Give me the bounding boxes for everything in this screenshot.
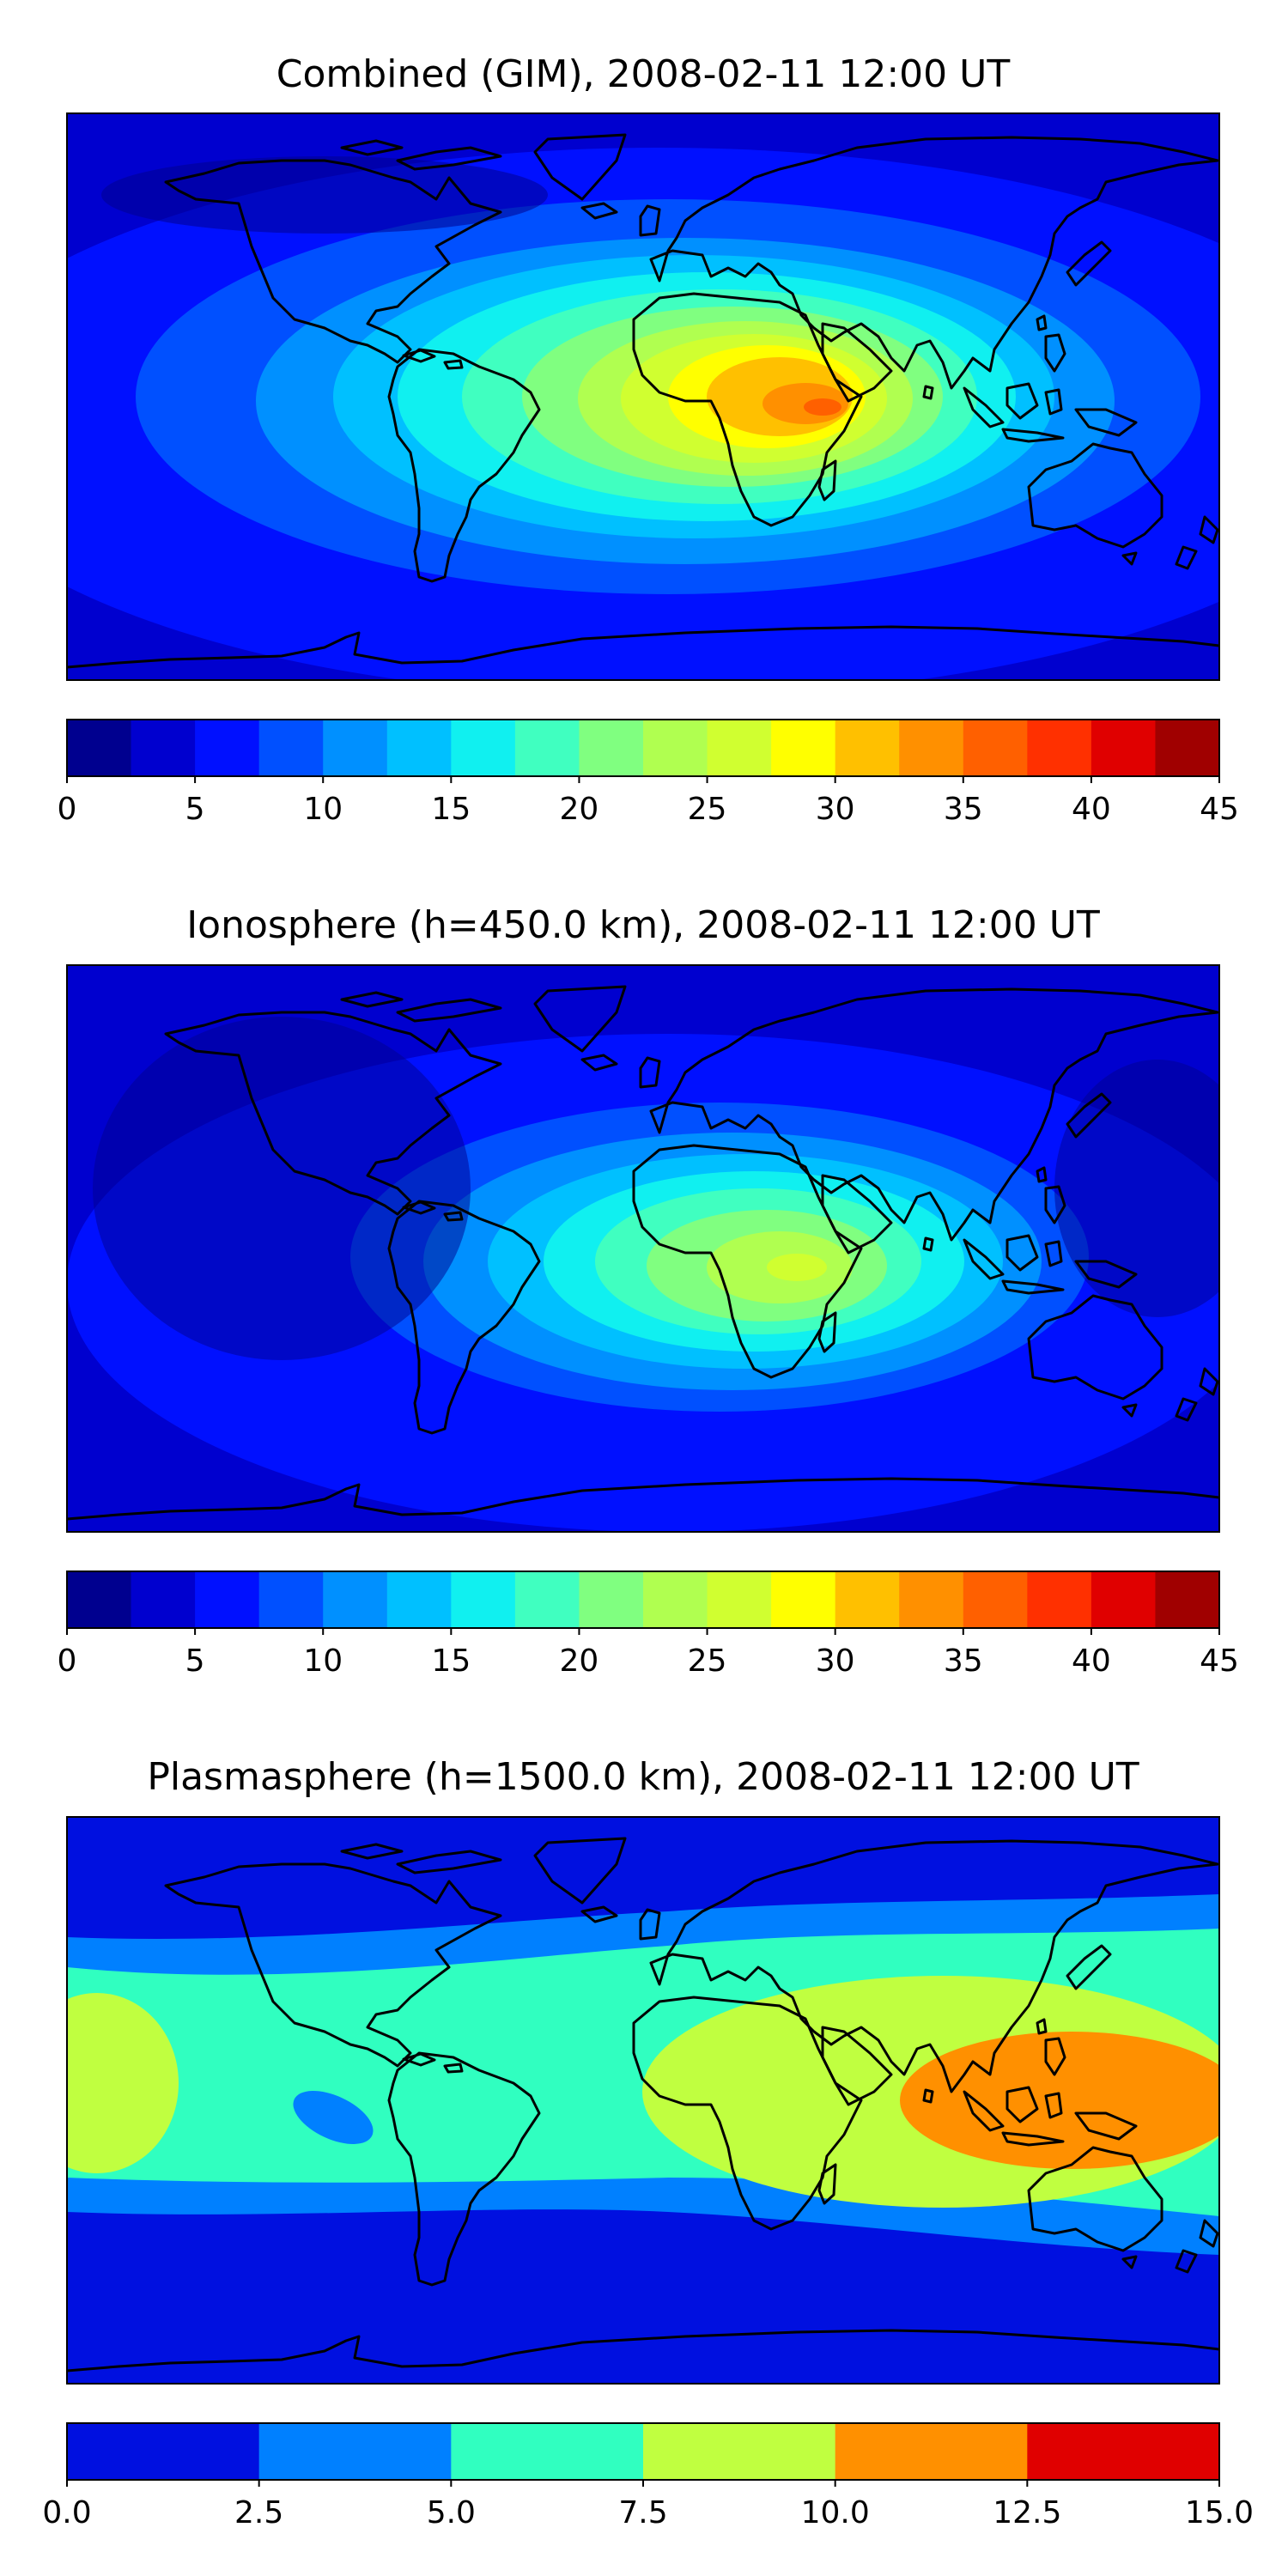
colorbar-swatch — [451, 1571, 516, 1628]
colorbar-tick-label: 12.5 — [993, 2495, 1061, 2530]
colorbar-tick-label: 10 — [303, 792, 343, 827]
colorbar-swatch — [579, 720, 644, 776]
panel-1-colorbar: 0 5 10 15 20 25 30 35 40 45 — [58, 719, 1239, 827]
colorbar-swatch — [963, 1571, 1028, 1628]
colorbar-swatch — [707, 720, 772, 776]
colorbar-swatch — [514, 720, 580, 776]
colorbar-tick-label: 0.0 — [42, 2495, 91, 2530]
colorbar-swatch — [771, 1571, 836, 1628]
colorbar-swatch — [643, 720, 708, 776]
panel-2-frame — [66, 964, 1220, 1533]
colorbar-swatch — [1155, 1571, 1220, 1628]
colorbar-swatch — [1091, 720, 1157, 776]
colorbar-swatch — [131, 720, 196, 776]
colorbar-swatch — [323, 1571, 388, 1628]
panel-3-map — [67, 1817, 1219, 2384]
colorbar-swatch — [323, 720, 388, 776]
colorbar-tick-label: 40 — [1072, 792, 1111, 827]
colorbar-tick-label: 40 — [1072, 1643, 1111, 1679]
colorbar-swatch — [835, 1571, 900, 1628]
colorbar-swatch — [579, 1571, 644, 1628]
colorbar-swatch — [707, 1571, 772, 1628]
colorbar-swatch — [1027, 2423, 1220, 2480]
colorbar-swatch — [386, 720, 452, 776]
colorbar-swatch — [451, 720, 516, 776]
colorbar-swatch — [899, 720, 964, 776]
colorbar-tick-label: 7.5 — [618, 2495, 667, 2530]
colorbar-tick-label: 5 — [185, 792, 205, 827]
colorbar-tick-label: 5 — [185, 1643, 205, 1679]
colorbar-swatch — [258, 1571, 324, 1628]
panel-1-map — [67, 113, 1219, 680]
colorbar-tick-label: 15 — [431, 792, 471, 827]
colorbar-swatch — [195, 1571, 260, 1628]
colorbar-tick-label: 0 — [58, 1643, 77, 1679]
colorbar-tick-label: 45 — [1200, 792, 1239, 827]
colorbar-swatch — [514, 1571, 580, 1628]
colorbar-swatch — [195, 720, 260, 776]
colorbar-swatch — [1155, 720, 1220, 776]
colorbar-swatch — [131, 1571, 196, 1628]
colorbar-swatch — [835, 720, 900, 776]
colorbar-swatch — [67, 2423, 260, 2480]
colorbar-swatch — [67, 1571, 132, 1628]
colorbar-swatch — [258, 2423, 452, 2480]
colorbar-swatch — [1027, 720, 1092, 776]
colorbar-swatch — [643, 1571, 708, 1628]
colorbar-tick-label: 15.0 — [1185, 2495, 1254, 2530]
colorbar-tick-label: 35 — [944, 1643, 983, 1679]
colorbar-tick-label: 20 — [560, 1643, 599, 1679]
colorbar-swatch — [899, 1571, 964, 1628]
colorbar-tick-label: 25 — [688, 792, 727, 827]
colorbar-swatch — [643, 2423, 836, 2480]
colorbar-swatch — [67, 720, 132, 776]
colorbar-tick-label: 35 — [944, 792, 983, 827]
colorbar-frame — [66, 719, 1220, 777]
panel-2-title: Ionosphere (h=450.0 km), 2008-02-11 12:0… — [186, 903, 1100, 947]
colorbar-swatch — [1027, 1571, 1092, 1628]
panel-3-frame — [66, 1816, 1220, 2385]
panel-1-frame — [66, 112, 1220, 681]
panel-3-colorbar: 0.0 2.5 5.0 7.5 10.0 12.5 15.0 — [42, 2422, 1254, 2530]
colorbar-tick-label: 10 — [303, 1643, 343, 1679]
colorbar-swatch — [386, 1571, 452, 1628]
panel-2-map — [67, 965, 1219, 1532]
colorbar-tick-label: 2.5 — [234, 2495, 283, 2530]
colorbar-frame — [66, 1571, 1220, 1629]
colorbar-swatch — [451, 2423, 644, 2480]
colorbar-tick-label: 30 — [816, 792, 855, 827]
colorbar-tick-label: 0 — [58, 792, 77, 827]
panel-2-colorbar: 0 5 10 15 20 25 30 35 40 45 — [58, 1571, 1239, 1679]
colorbar-swatch — [963, 720, 1028, 776]
colorbar-tick-label: 30 — [816, 1643, 855, 1679]
colorbar-tick-label: 15 — [431, 1643, 471, 1679]
panel-1-title: Combined (GIM), 2008-02-11 12:00 UT — [276, 52, 1011, 96]
colorbar-tick-label: 5.0 — [427, 2495, 476, 2530]
colorbar-tick-label: 20 — [560, 792, 599, 827]
colorbar-tick-label: 25 — [688, 1643, 727, 1679]
colorbar-swatch — [771, 720, 836, 776]
colorbar-swatch — [1091, 1571, 1157, 1628]
colorbar-swatch — [258, 720, 324, 776]
colorbar-tick-label: 10.0 — [801, 2495, 870, 2530]
colorbar-tick-label: 45 — [1200, 1643, 1239, 1679]
panel-3-title: Plasmasphere (h=1500.0 km), 2008-02-11 1… — [147, 1755, 1139, 1799]
colorbar-swatch — [835, 2423, 1028, 2480]
